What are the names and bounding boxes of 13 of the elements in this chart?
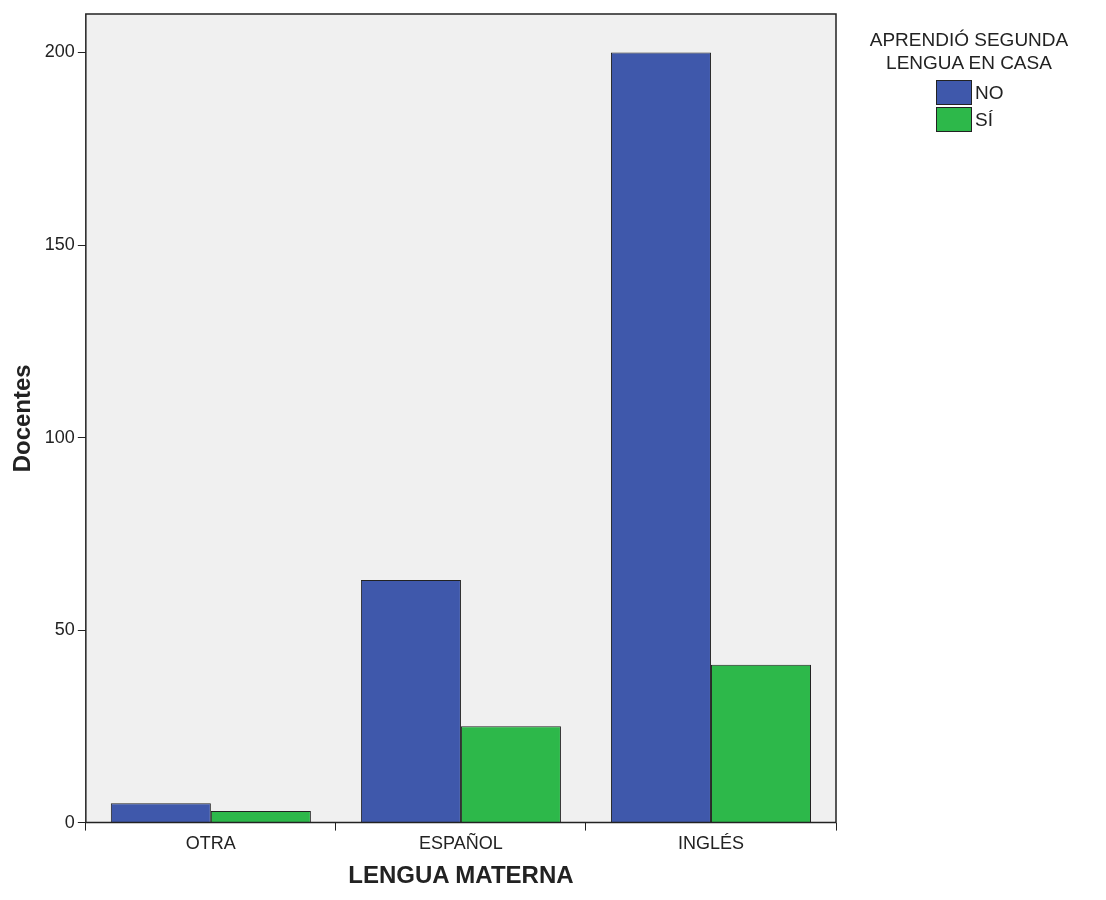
x-tick-label: INGLÉS (677, 833, 744, 854)
y-tick-label: 150 (44, 234, 75, 254)
y-axis-title: Docentes (8, 364, 36, 473)
y-tick-label: 200 (44, 41, 75, 62)
x-axis-title: LENGUA MATERNA (348, 861, 574, 889)
y-tick-label: 50 (54, 619, 75, 640)
x-tick-label: ESPAÑOL (419, 832, 503, 854)
legend-title: APRENDIÓ SEGUNDA LENGUA EN CASA (868, 28, 1070, 74)
legend-label: NO (975, 81, 1004, 104)
y-tick-label: 0 (64, 811, 75, 832)
x-tick-label: OTRA (185, 833, 236, 854)
y-tick-label: 100 (44, 426, 75, 447)
legend-label: SÍ (975, 108, 993, 131)
